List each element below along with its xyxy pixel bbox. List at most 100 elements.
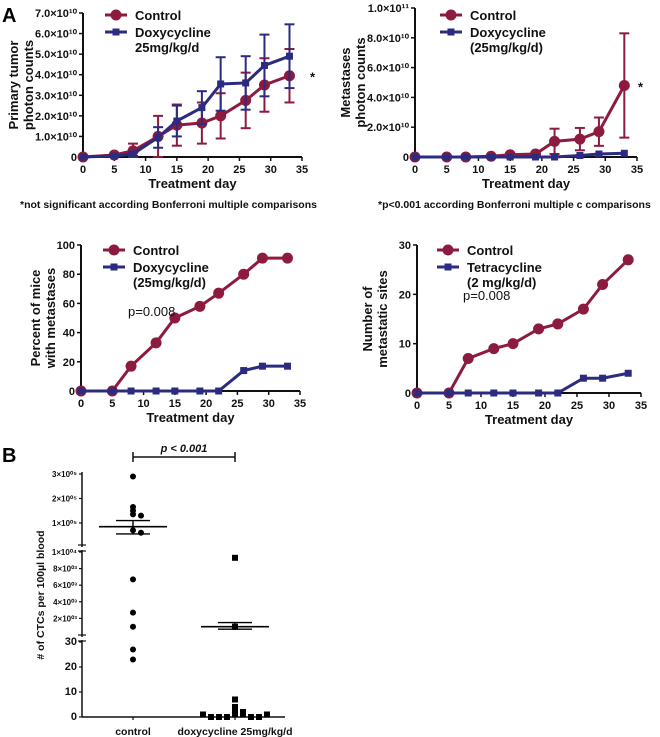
data-point-doxycycline [256,714,262,720]
x-tick-label: 30 [265,164,277,176]
legend-label: Tetracycline [467,260,542,275]
data-point-control [130,609,136,616]
data-point [552,318,564,330]
data-point [260,61,268,69]
y-tick-label: 1×10⁰⁴ [52,548,77,557]
y-tick-label: 60 [63,298,75,310]
data-point [490,389,498,397]
data-point [535,389,543,397]
data-point [533,323,545,335]
data-point [464,389,472,397]
data-point [256,252,268,264]
data-point [554,389,562,397]
x-tick-label: control [115,726,151,737]
data-point [509,389,517,397]
y-axis-title: photon counts [21,40,36,130]
data-point [595,150,603,158]
data-point [620,149,628,157]
x-tick-label: 35 [635,400,647,412]
data-point [150,337,162,349]
data-point [577,303,589,315]
significance-label: p < 0.001 [160,443,208,455]
y-tick-label: 20 [65,661,77,673]
data-point-control [130,511,136,518]
y-tick-label: 4.0×10¹⁰ [35,70,78,82]
y-axis-title: metastatic sites [375,270,390,368]
x-tick-label: 20 [200,398,212,410]
y-axis-title: Primary tumor [6,41,21,130]
data-point [283,362,291,370]
x-tick-label: 30 [263,398,275,410]
y-tick-label: 80 [63,269,75,281]
y-tick-label: 3×10⁰⁵ [52,470,77,479]
x-tick-label: 0 [80,164,86,176]
significance-asterisk: * [310,70,316,85]
legend-label: 25mg/kg/d [135,40,199,55]
y-tick-label: 20 [399,289,411,301]
y-tick-label: 30 [65,636,77,648]
y-tick-label: 40 [63,328,75,340]
data-point-control [138,512,144,519]
x-tick-label: 0 [414,400,420,412]
x-tick-label: 10 [137,398,149,410]
data-point-doxycycline [264,711,270,718]
data-point-control [130,473,136,480]
data-point [618,79,630,91]
data-point [462,352,474,364]
legend-marker-square [112,28,120,36]
data-point-doxycycline [232,554,238,561]
x-tick-label: 5 [446,400,452,412]
chart-metastatic-sites: 0 5 10 15 20 25 30 35 0 10 20 30 Treatment day Number… [360,240,647,427]
x-tick-label: 10 [472,164,484,176]
y-tick-label: 6.0×10¹⁰ [35,29,78,41]
data-point [258,362,266,370]
data-point [281,252,293,264]
data-point-doxycycline [240,711,246,718]
x-tick-label: 20 [539,400,551,412]
data-point [240,367,248,375]
x-tick-label: 25 [571,400,583,412]
data-point [213,287,225,299]
legend-marker-circle [445,9,457,21]
y-tick-label: 3.0×10¹⁰ [35,90,78,102]
y-axis-title: Metastases [338,47,353,117]
x-tick-label: 10 [139,164,151,176]
y-tick-label: 2.0×10¹⁰ [367,122,410,134]
data-point [154,133,162,141]
data-point [194,300,206,312]
data-point [125,360,137,372]
x-tick-label: 15 [169,398,181,410]
legend-label: (2 mg/kg/d) [467,275,536,290]
legend-marker-circle [110,9,122,21]
data-point [108,387,116,395]
series-line-treatment [415,151,625,159]
legend-label: Control [135,8,181,23]
y-tick-label: 1.0×10¹¹ [368,3,410,15]
y-tick-label: 1.0×10¹⁰ [35,131,78,143]
data-point-doxycycline [232,696,238,703]
legend-label: Control [467,243,513,258]
data-point [127,387,135,395]
data-point [110,152,118,160]
x-axis-title: Treatment day [146,410,235,425]
legend-label: Control [470,8,516,23]
data-point [129,150,137,158]
x-tick-label: 5 [111,164,117,176]
y-tick-label: 10 [65,686,77,698]
legend-marker-circle [442,244,454,256]
legend-label: Doxycycline [135,25,211,40]
data-point [579,374,587,382]
data-point [462,153,470,161]
y-axis-title: with metastases [43,268,58,369]
legend-label: Control [133,243,179,258]
x-tick-label: 10 [475,400,487,412]
panel-label-a: A [2,5,16,27]
chart-percent-mice: 0 5 10 15 20 25 30 35 0 20 40 60 80 100 Treatment day P… [28,240,306,425]
y-tick-label: 0 [71,711,77,723]
y-axis-title: # of CTCs per 100µl blood [35,530,47,659]
footnote-metastases: *p<0.001 according Bonferroni multiple c… [378,199,651,211]
x-tick-label: 35 [631,164,643,176]
data-point [285,52,293,60]
legend-label: (25mg/kg/d) [133,275,206,290]
